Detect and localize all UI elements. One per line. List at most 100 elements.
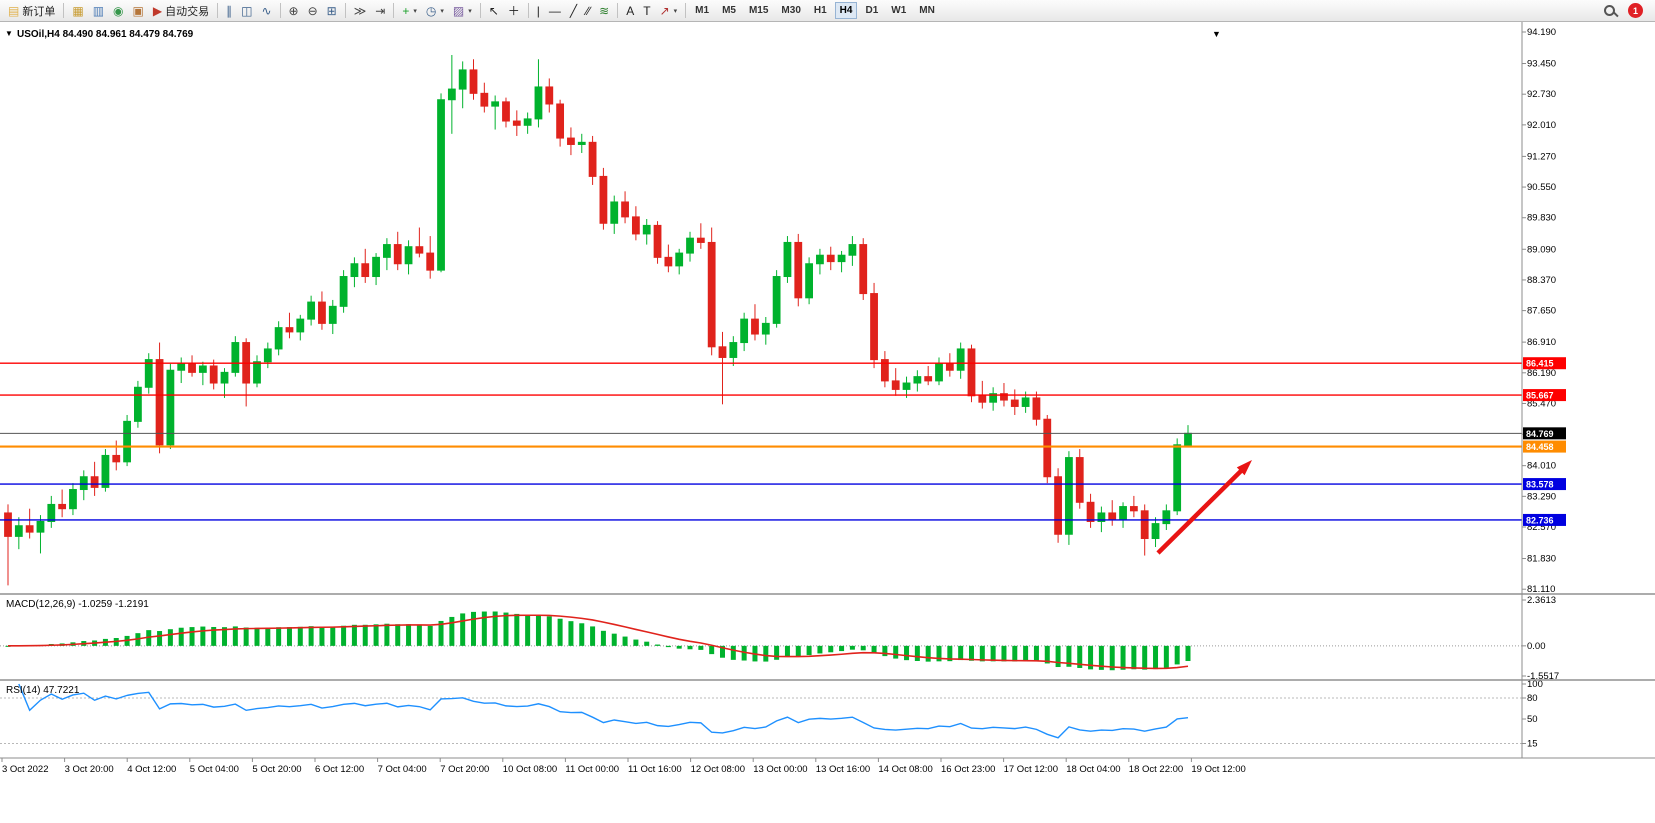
price-axis-label: 94.190	[1527, 27, 1556, 38]
search-button[interactable]	[1599, 1, 1620, 20]
macd-bar	[947, 645, 953, 662]
candle-body	[69, 489, 77, 510]
price-axis-label: 88.370	[1527, 275, 1556, 286]
time-axis[interactable]: 3 Oct 2022 3 Oct 20:00 4 Oct 12:00 5 Oct 04…	[1, 758, 1246, 775]
terminal-icon: ▣	[132, 3, 144, 18]
vertical-line-button[interactable]: |	[533, 1, 544, 20]
candle-body	[967, 348, 976, 397]
timeframe-m1-button[interactable]: M1	[690, 2, 714, 19]
trendline-button[interactable]: ╱	[566, 1, 581, 20]
timeframe-mn-button[interactable]: MN	[914, 2, 940, 19]
zoom-in-button[interactable]: ⊕	[285, 1, 303, 20]
data-window-button[interactable]: ▥	[89, 1, 108, 20]
zoom-out-button[interactable]: ⊖	[304, 1, 322, 20]
period-button[interactable]: ◷ ▾	[422, 1, 448, 20]
chart-window[interactable]: ▼ USOil,H4 84.490 84.961 84.479 84.769 ▼ 94…	[0, 22, 1655, 823]
timeframe-m15-button[interactable]: M15	[744, 2, 773, 19]
macd-bar	[319, 626, 325, 646]
auto-scroll-button[interactable]: ≫	[350, 1, 371, 20]
candle-body	[458, 69, 467, 90]
macd-bar	[719, 645, 725, 658]
market-watch-button[interactable]: ▦	[68, 1, 87, 20]
crosshair-button[interactable]: ＋	[504, 1, 524, 20]
candle-body	[664, 256, 673, 267]
timeframe-w1-button[interactable]: W1	[886, 2, 911, 19]
horizontal-line-button[interactable]: —	[545, 1, 565, 20]
macd-bar	[5, 645, 11, 647]
timeframe-h1-button[interactable]: H1	[809, 2, 832, 19]
arrows-button[interactable]: ↗ ▾	[656, 1, 682, 20]
candle-body	[870, 293, 878, 361]
rsi-axis-label: 50	[1527, 714, 1538, 725]
candle-body	[577, 141, 586, 145]
rsi-label: RSI(14) 47.7221	[6, 685, 80, 696]
candle-body	[177, 363, 186, 371]
candle-body	[816, 254, 824, 265]
fibonacci-button[interactable]: ≋	[595, 1, 613, 20]
trend-arrow[interactable]	[1156, 466, 1246, 555]
add-indicator-button[interactable]: + ▾	[398, 1, 421, 20]
text-button[interactable]: A	[622, 1, 638, 20]
candle-body	[978, 395, 987, 403]
macd-bar	[1001, 645, 1007, 662]
autotrade-button[interactable]: ▶ 自动交易	[149, 1, 213, 20]
navigator-button[interactable]: ◉	[109, 1, 127, 20]
macd-bar	[579, 623, 585, 646]
text-icon: A	[626, 3, 635, 18]
timeframe-h4-button[interactable]: H4	[834, 2, 858, 19]
candle-body	[25, 525, 34, 533]
price-axis-label: 86.910	[1527, 337, 1556, 348]
candle-body	[404, 246, 413, 265]
candle-body	[382, 244, 391, 258]
tile-windows-button[interactable]: ⊞	[323, 1, 341, 20]
toolbar-separator	[685, 3, 687, 18]
macd-bar	[276, 627, 282, 646]
price-axis-label: 87.650	[1527, 306, 1556, 317]
candle-body	[198, 365, 207, 373]
text-label-icon: T	[643, 3, 651, 18]
terminal-button[interactable]: ▣	[129, 1, 148, 20]
candle-body	[209, 365, 218, 384]
macd-bar	[795, 645, 801, 657]
macd-bar	[1109, 645, 1115, 671]
price-axis-label: 84.010	[1527, 461, 1556, 472]
chart-shift-button[interactable]: ⇥	[371, 1, 389, 20]
candle-body	[826, 254, 835, 263]
macd-bar	[806, 645, 812, 656]
candle-body	[426, 252, 435, 271]
bar-chart-button[interactable]: ∥	[222, 1, 236, 20]
new-order-button[interactable]: ▤ 新订单	[4, 1, 59, 20]
timeframe-m5-button[interactable]: M5	[717, 2, 741, 19]
macd-bar	[286, 627, 292, 646]
price-axis-label: 89.090	[1527, 244, 1556, 255]
chart-shift-icon: ⇥	[375, 3, 386, 18]
macd-bar	[730, 645, 736, 660]
macd-axis-label: -1.5517	[1527, 671, 1559, 682]
macd-bar	[655, 644, 661, 646]
macd-bar	[925, 645, 931, 662]
macd-signal-line	[7, 614, 1189, 670]
candle-body	[1010, 399, 1019, 407]
candle-body	[913, 376, 922, 384]
timeframe-m30-button[interactable]: M30	[776, 2, 805, 19]
price-box	[1523, 440, 1566, 453]
time-axis-label: 19 Oct 12:00	[1191, 764, 1245, 775]
scroll-anchor-icon[interactable]: ▼	[1212, 29, 1221, 39]
macd-bar	[676, 645, 682, 649]
candle-body	[935, 363, 943, 382]
notification-badge[interactable]: 1	[1628, 3, 1643, 18]
timeframe-d1-button[interactable]: D1	[860, 2, 883, 19]
line-chart-button[interactable]: ∿	[257, 1, 275, 20]
price-axis[interactable]: 94.190 93.450 92.730 92.010 91.270 90.550 89.8…	[1522, 22, 1655, 758]
candle-body	[686, 237, 694, 254]
vertical-line-icon: |	[536, 3, 540, 18]
macd-bar	[341, 625, 347, 646]
cursor-button[interactable]: ↖	[485, 1, 503, 20]
channel-button[interactable]: ∕∕	[582, 1, 594, 20]
candlestick-chart-button[interactable]: ◫	[237, 1, 256, 20]
candle-body	[220, 371, 229, 384]
macd-bar	[763, 645, 769, 662]
text-label-button[interactable]: T	[639, 1, 654, 20]
one-click-trading-arrow-icon[interactable]: ▼	[5, 29, 13, 38]
template-button[interactable]: ▨ ▾	[449, 1, 476, 20]
